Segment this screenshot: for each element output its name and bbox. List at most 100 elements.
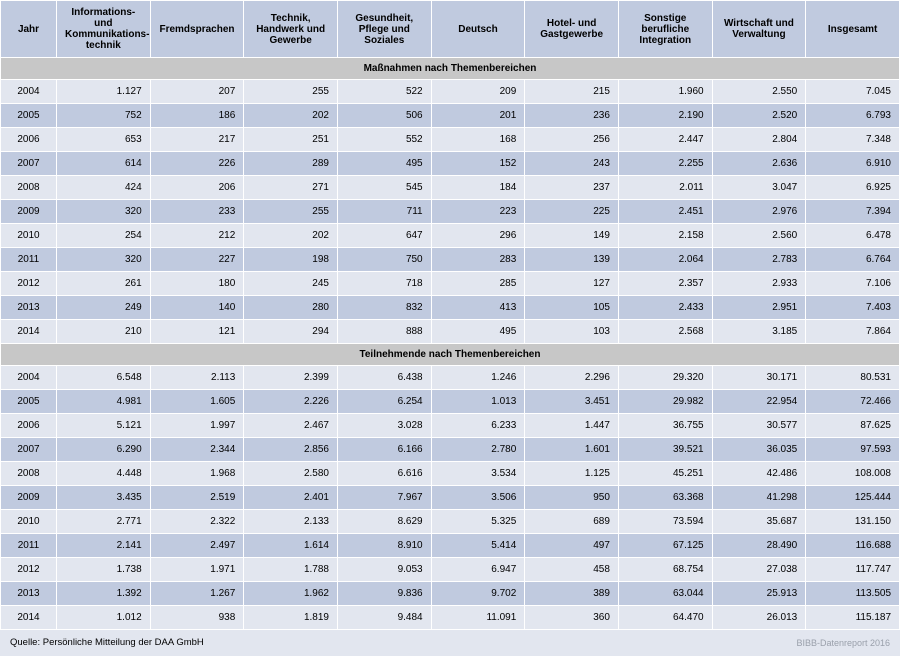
cell-value: 497	[525, 534, 619, 558]
cell-value: 2.190	[618, 104, 712, 128]
cell-value: 2.447	[618, 128, 712, 152]
cell-value: 1.960	[618, 80, 712, 104]
col-technik: Technik, Handwerk und Gewerbe	[244, 1, 338, 58]
cell-value: 2.141	[57, 534, 151, 558]
col-hotel: Hotel- und Gastgewerbe	[525, 1, 619, 58]
cell-value: 888	[337, 320, 431, 344]
source-line: Quelle: Persönliche Mitteilung der DAA G…	[0, 630, 900, 656]
table-body: Maßnahmen nach Themenbereichen20041.1272…	[1, 58, 900, 630]
cell-value: 6.910	[806, 152, 900, 176]
cell-value: 80.531	[806, 366, 900, 390]
cell-year: 2009	[1, 486, 57, 510]
cell-value: 9.836	[337, 582, 431, 606]
cell-value: 2.783	[712, 248, 806, 272]
table-container: { "columns": [ "Jahr", "Informations- un…	[0, 0, 900, 656]
cell-year: 2014	[1, 606, 57, 630]
cell-value: 2.568	[618, 320, 712, 344]
cell-value: 1.997	[150, 414, 244, 438]
cell-value: 280	[244, 296, 338, 320]
cell-value: 6.548	[57, 366, 151, 390]
cell-value: 1.601	[525, 438, 619, 462]
cell-value: 212	[150, 224, 244, 248]
cell-value: 7.864	[806, 320, 900, 344]
cell-value: 7.967	[337, 486, 431, 510]
col-it: Informations- und Kommunikations-technik	[57, 1, 151, 58]
col-deutsch: Deutsch	[431, 1, 525, 58]
cell-value: 522	[337, 80, 431, 104]
cell-value: 140	[150, 296, 244, 320]
cell-value: 2.636	[712, 152, 806, 176]
cell-value: 5.414	[431, 534, 525, 558]
cell-value: 6.925	[806, 176, 900, 200]
cell-year: 2010	[1, 224, 57, 248]
cell-value: 8.910	[337, 534, 431, 558]
cell-value: 296	[431, 224, 525, 248]
cell-value: 1.962	[244, 582, 338, 606]
cell-value: 2.804	[712, 128, 806, 152]
cell-value: 223	[431, 200, 525, 224]
cell-value: 249	[57, 296, 151, 320]
cell-value: 64.470	[618, 606, 712, 630]
cell-value: 6.233	[431, 414, 525, 438]
cell-value: 2.780	[431, 438, 525, 462]
cell-value: 39.521	[618, 438, 712, 462]
cell-year: 2004	[1, 366, 57, 390]
cell-value: 201	[431, 104, 525, 128]
cell-value: 209	[431, 80, 525, 104]
cell-value: 36.035	[712, 438, 806, 462]
table-head: Jahr Informations- und Kommunikations-te…	[1, 1, 900, 58]
cell-year: 2011	[1, 534, 57, 558]
cell-value: 750	[337, 248, 431, 272]
cell-value: 215	[525, 80, 619, 104]
cell-value: 251	[244, 128, 338, 152]
cell-year: 2005	[1, 104, 57, 128]
cell-value: 2.357	[618, 272, 712, 296]
cell-value: 6.166	[337, 438, 431, 462]
table-row: 20066532172515521682562.4472.8047.348	[1, 128, 900, 152]
table-row: 20093202332557112232252.4512.9767.394	[1, 200, 900, 224]
cell-value: 2.451	[618, 200, 712, 224]
table-row: 20041.1272072555222092151.9602.5507.045	[1, 80, 900, 104]
cell-value: 4.981	[57, 390, 151, 414]
cell-value: 42.486	[712, 462, 806, 486]
cell-value: 243	[525, 152, 619, 176]
cell-value: 938	[150, 606, 244, 630]
cell-value: 7.403	[806, 296, 900, 320]
table-row: 20112.1412.4971.6148.9105.41449767.12528…	[1, 534, 900, 558]
cell-value: 26.013	[712, 606, 806, 630]
cell-value: 320	[57, 200, 151, 224]
cell-year: 2012	[1, 272, 57, 296]
cell-value: 30.171	[712, 366, 806, 390]
cell-value: 1.605	[150, 390, 244, 414]
cell-value: 207	[150, 80, 244, 104]
table-row: 20141.0129381.8199.48411.09136064.47026.…	[1, 606, 900, 630]
cell-year: 2013	[1, 296, 57, 320]
cell-value: 3.028	[337, 414, 431, 438]
cell-value: 7.045	[806, 80, 900, 104]
cell-value: 11.091	[431, 606, 525, 630]
cell-value: 237	[525, 176, 619, 200]
cell-value: 2.771	[57, 510, 151, 534]
cell-value: 261	[57, 272, 151, 296]
report-label: BIBB-Datenreport 2016	[796, 636, 890, 650]
cell-value: 289	[244, 152, 338, 176]
table-row: 20093.4352.5192.4017.9673.50695063.36841…	[1, 486, 900, 510]
cell-value: 73.594	[618, 510, 712, 534]
cell-value: 6.254	[337, 390, 431, 414]
cell-value: 254	[57, 224, 151, 248]
table-row: 20113202271987502831392.0642.7836.764	[1, 248, 900, 272]
cell-value: 2.467	[244, 414, 338, 438]
source-text: Quelle: Persönliche Mitteilung der DAA G…	[10, 637, 204, 648]
cell-value: 4.448	[57, 462, 151, 486]
cell-value: 206	[150, 176, 244, 200]
cell-value: 495	[431, 320, 525, 344]
cell-value: 424	[57, 176, 151, 200]
cell-value: 63.368	[618, 486, 712, 510]
col-jahr: Jahr	[1, 1, 57, 58]
cell-value: 245	[244, 272, 338, 296]
cell-value: 389	[525, 582, 619, 606]
cell-value: 647	[337, 224, 431, 248]
cell-value: 41.298	[712, 486, 806, 510]
cell-value: 3.506	[431, 486, 525, 510]
cell-year: 2014	[1, 320, 57, 344]
